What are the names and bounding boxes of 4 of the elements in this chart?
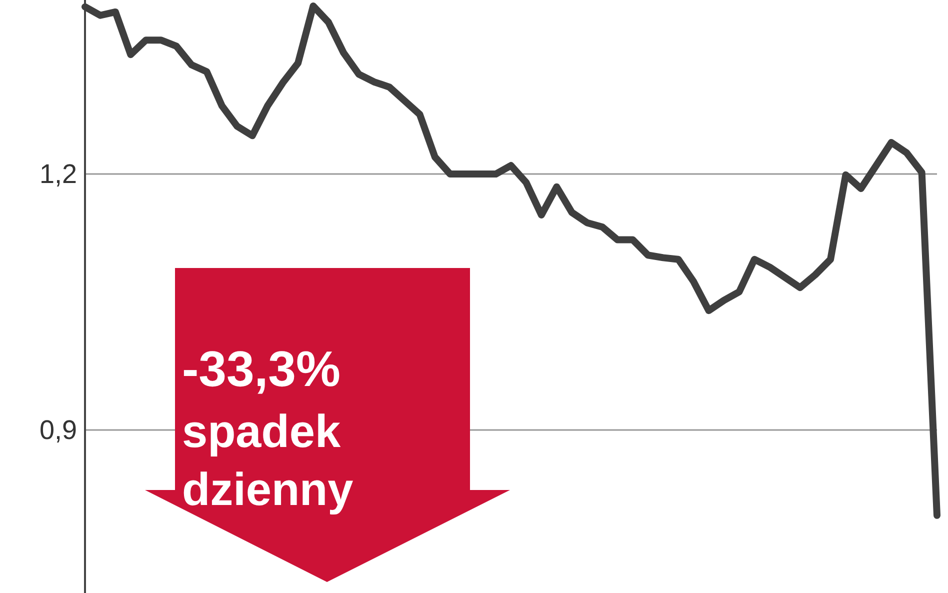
- annotation: spadek dzienny: [182, 405, 354, 515]
- y-tick-label: 1,2: [39, 159, 77, 190]
- annotation: -33,3%: [182, 341, 340, 397]
- y-tick-label: 0,9: [39, 415, 77, 446]
